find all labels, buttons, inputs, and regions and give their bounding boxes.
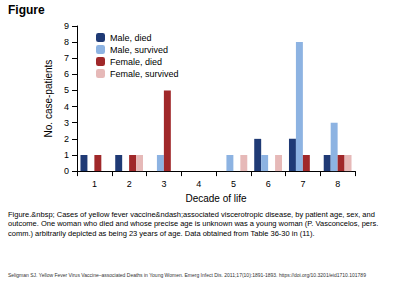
html-text:Figure: Figure bbox=[8, 3, 45, 17]
svg-text:1: 1 bbox=[64, 150, 69, 160]
svg-text:4: 4 bbox=[196, 179, 201, 189]
svg-text:8: 8 bbox=[64, 37, 69, 47]
svg-text:7: 7 bbox=[64, 53, 69, 63]
svg-text:0: 0 bbox=[64, 166, 69, 176]
svg-text:5: 5 bbox=[231, 179, 236, 189]
svg-text:7: 7 bbox=[300, 179, 305, 189]
svg-text:5: 5 bbox=[64, 85, 69, 95]
html-text:Figure.&nbsp; Cases of yellow: Figure.&nbsp; Cases of yellow fever vacc… bbox=[8, 210, 379, 238]
svg-text:3: 3 bbox=[64, 118, 69, 128]
svg-text:Female, survived: Female, survived bbox=[110, 69, 179, 79]
svg-text:4: 4 bbox=[64, 102, 69, 112]
svg-text:2: 2 bbox=[127, 179, 132, 189]
svg-text:Male, survived: Male, survived bbox=[110, 45, 168, 55]
svg-text:9: 9 bbox=[64, 21, 69, 31]
svg-text:Male, died: Male, died bbox=[110, 33, 152, 43]
svg-text:6: 6 bbox=[64, 69, 69, 79]
svg-text:No. case-patients: No. case-patients bbox=[43, 60, 54, 138]
svg-text:Decade of life: Decade of life bbox=[185, 193, 247, 204]
svg-text:2: 2 bbox=[64, 134, 69, 144]
svg-text:6: 6 bbox=[266, 179, 271, 189]
svg-text:1: 1 bbox=[92, 179, 97, 189]
html-text:Seligman SJ. Yellow Fever Viru: Seligman SJ. Yellow Fever Virus Vaccine–… bbox=[8, 272, 366, 278]
svg-text:Female, died: Female, died bbox=[110, 57, 162, 67]
svg-text:8: 8 bbox=[335, 179, 340, 189]
svg-text:3: 3 bbox=[161, 179, 166, 189]
